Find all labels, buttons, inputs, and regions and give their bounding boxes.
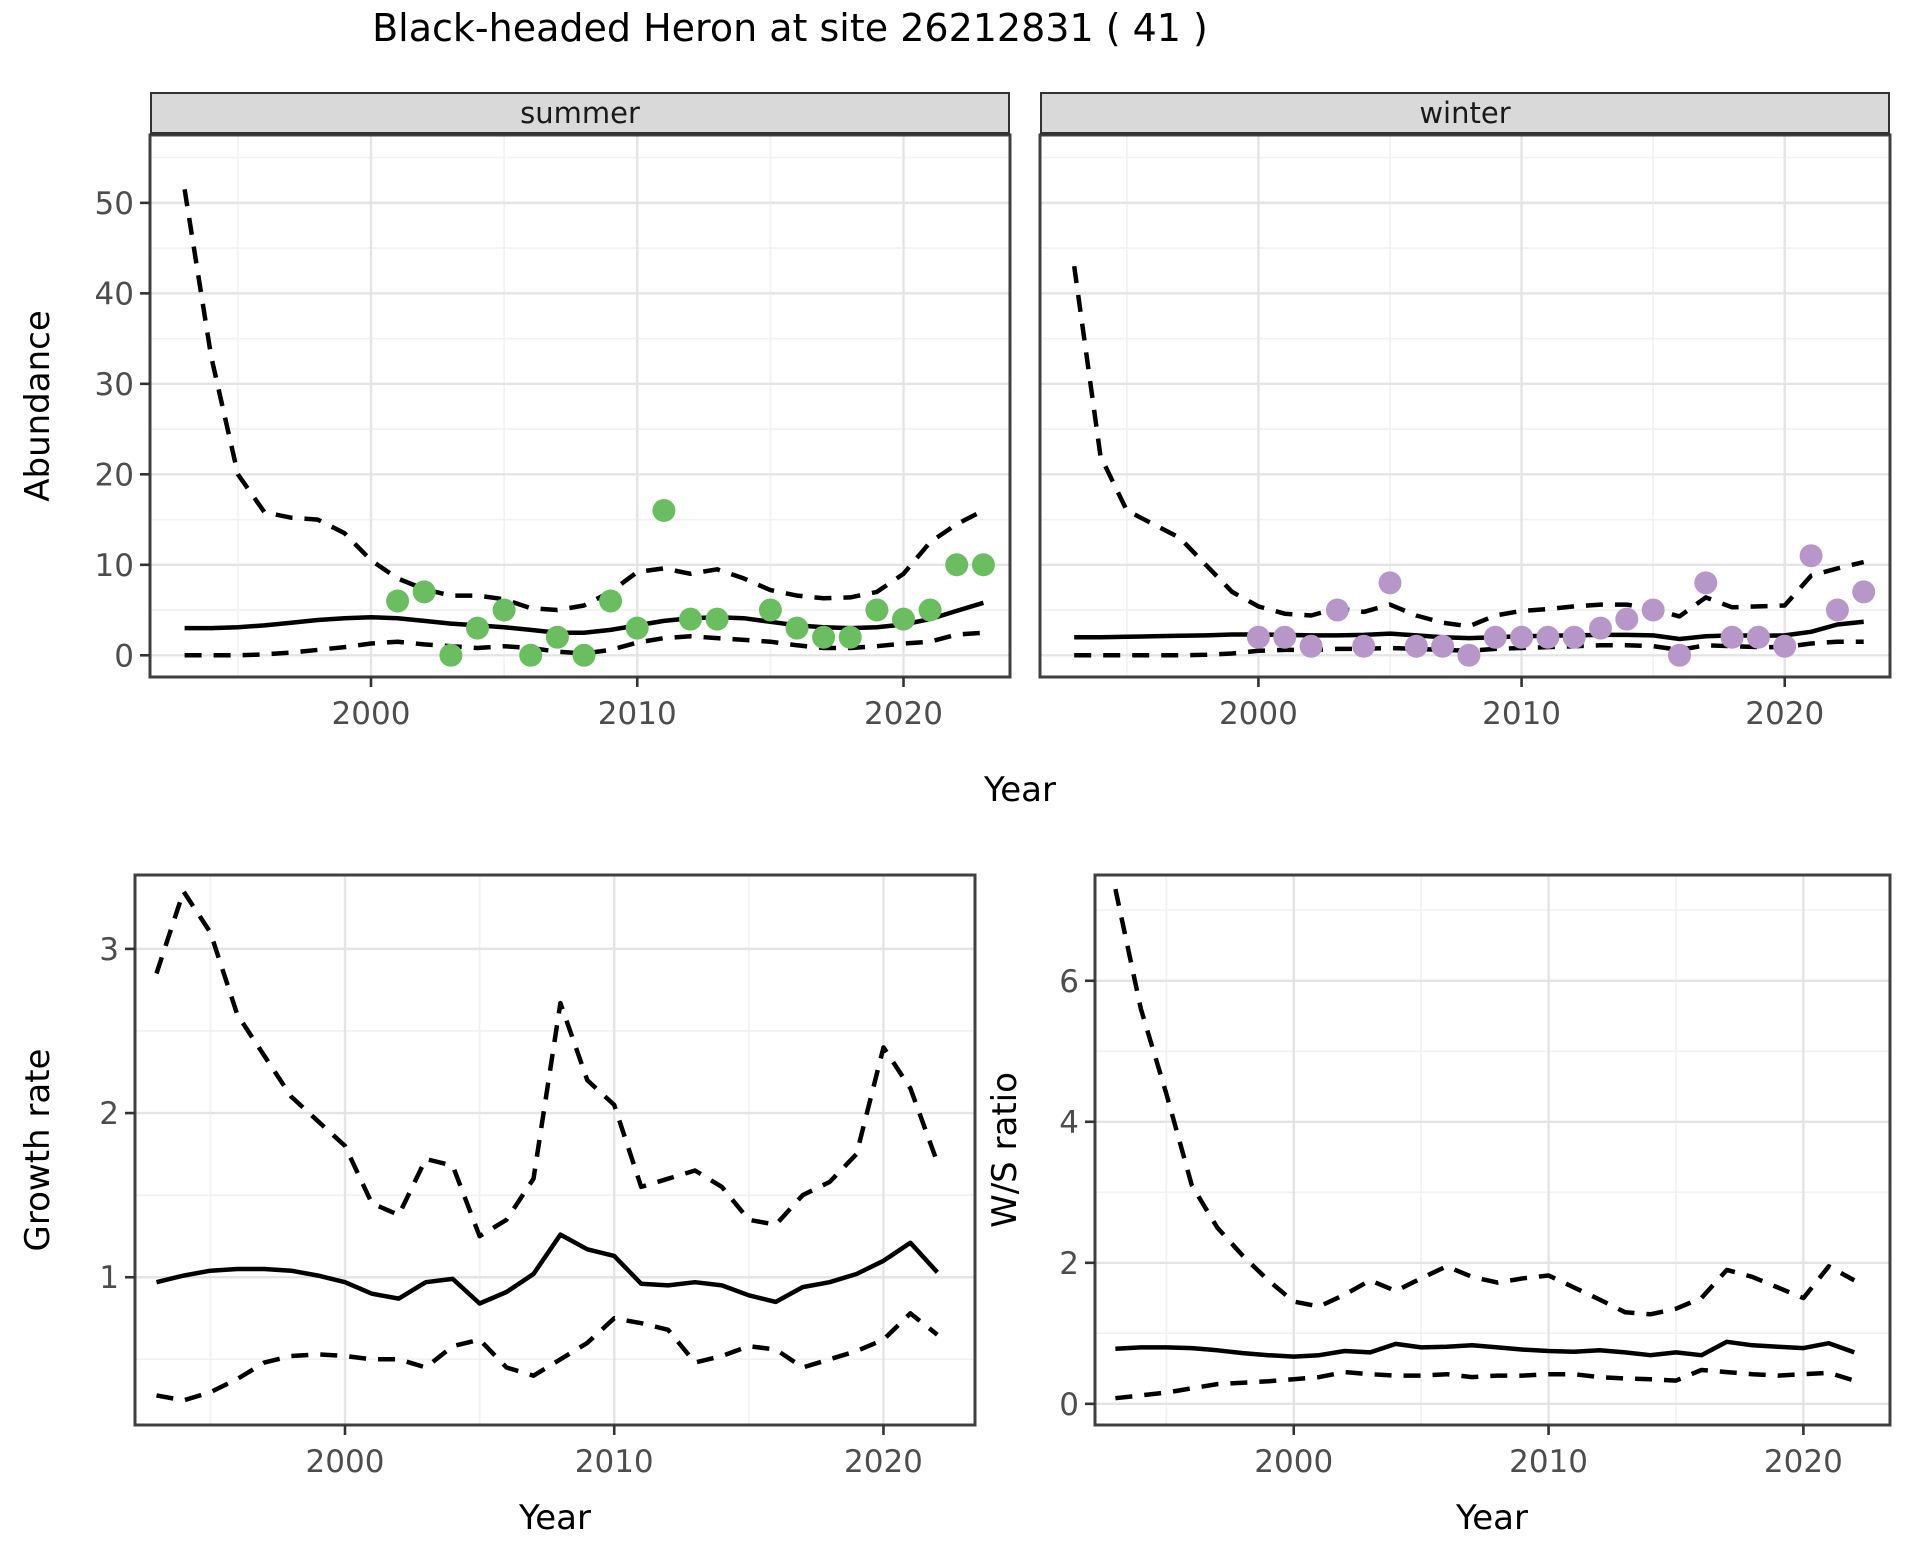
- svg-text:2: 2: [99, 1096, 119, 1132]
- svg-text:2020: 2020: [864, 696, 943, 732]
- svg-text:2010: 2010: [575, 1444, 654, 1480]
- svg-text:2020: 2020: [844, 1444, 923, 1480]
- y-axis-title-ws-ratio: W/S ratio: [985, 1072, 1025, 1228]
- x-axis-title-year-top: Year: [984, 770, 1056, 810]
- svg-text:10: 10: [95, 548, 134, 584]
- svg-text:2000: 2000: [1254, 1444, 1333, 1480]
- svg-text:3: 3: [99, 932, 119, 968]
- facet-strip-winter-label: winter: [1419, 96, 1511, 130]
- x-axis-title-year-bottom-left: Year: [519, 1498, 591, 1538]
- svg-text:2020: 2020: [1745, 696, 1824, 732]
- svg-text:20: 20: [95, 457, 134, 493]
- svg-text:40: 40: [95, 276, 134, 312]
- chart-title: Black-headed Heron at site 26212831 ( 41…: [372, 6, 1208, 50]
- svg-text:30: 30: [95, 367, 134, 403]
- svg-text:2: 2: [1059, 1246, 1079, 1282]
- facet-strip-winter: winter: [1040, 92, 1890, 135]
- svg-text:0: 0: [1059, 1387, 1079, 1423]
- facet-strip-summer: summer: [150, 92, 1010, 135]
- svg-text:6: 6: [1059, 964, 1079, 1000]
- svg-text:0: 0: [114, 638, 134, 674]
- svg-text:2000: 2000: [332, 696, 411, 732]
- svg-text:2000: 2000: [306, 1444, 385, 1480]
- svg-text:1: 1: [99, 1260, 119, 1296]
- svg-text:2020: 2020: [1764, 1444, 1843, 1480]
- svg-text:2000: 2000: [1219, 696, 1298, 732]
- svg-text:2010: 2010: [1509, 1444, 1588, 1480]
- svg-text:2010: 2010: [598, 696, 677, 732]
- svg-text:2010: 2010: [1482, 696, 1561, 732]
- svg-text:50: 50: [95, 186, 134, 222]
- y-axis-title-abundance: Abundance: [18, 310, 58, 502]
- x-axis-title-year-bottom-right: Year: [1456, 1498, 1528, 1538]
- svg-text:4: 4: [1059, 1105, 1079, 1141]
- facet-strip-summer-label: summer: [520, 96, 640, 130]
- y-axis-title-growth-rate: Growth rate: [18, 1048, 58, 1252]
